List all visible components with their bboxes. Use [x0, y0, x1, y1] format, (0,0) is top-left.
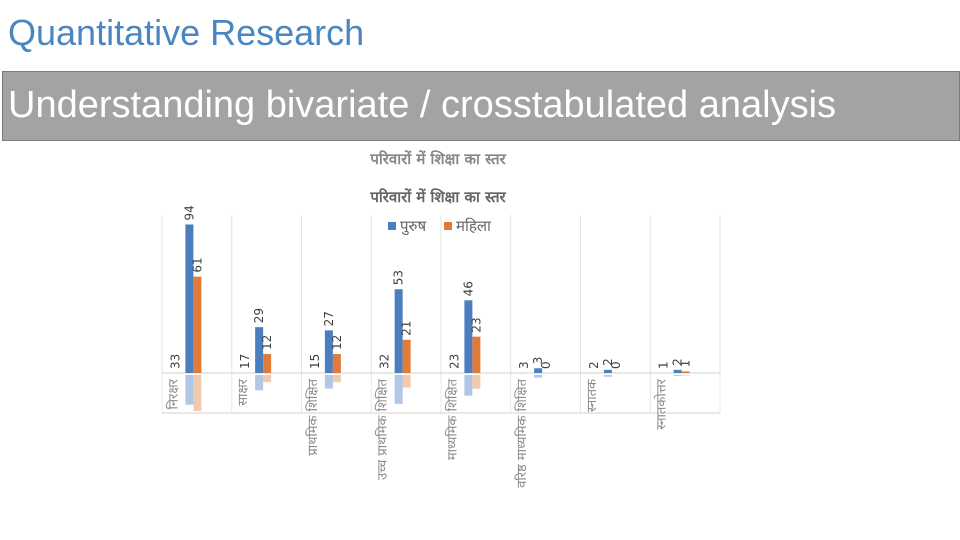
value-label-2-2: 12: [260, 335, 274, 350]
bar-2-1: [193, 276, 202, 373]
reflection-label-4: 32: [378, 354, 392, 369]
reflection-label-5: 23: [447, 354, 461, 369]
reflection-bar-5: [464, 375, 473, 396]
reflection-bar-1: [185, 375, 194, 405]
bar-1-5: [464, 300, 473, 373]
legend-swatch-1: [388, 222, 396, 230]
value-label-1-3: 27: [322, 311, 336, 326]
chart-bars: [185, 224, 690, 374]
category-label-3: प्राथमिक शिक्षित: [305, 378, 321, 455]
reflection-label-6: 3: [517, 361, 531, 369]
bar-2-2: [263, 354, 272, 373]
reflection-label-7: 2: [587, 361, 601, 369]
subtitle-banner: [2, 71, 960, 141]
reflection-bar-4: [394, 375, 403, 404]
value-label-2-5: 23: [469, 317, 483, 332]
bar-2-5: [472, 336, 481, 373]
reflection-bar-3: [324, 375, 333, 389]
reflection-bar-f-8: [681, 375, 690, 376]
category-label-7: स्नातक: [585, 378, 600, 412]
value-label-1-5: 46: [461, 281, 475, 296]
chart-gridlines: [161, 215, 721, 414]
reflection-label-1: 33: [168, 354, 182, 369]
bar-1-7: [603, 369, 612, 373]
reflection-bar-6: [534, 375, 543, 378]
value-label-1-2: 29: [252, 308, 266, 323]
value-label-2-6: 0: [539, 361, 553, 369]
subtitle-text: Understanding bivariate / crosstabulated…: [8, 84, 837, 126]
category-label-8: स्नातकोत्तर: [654, 378, 670, 429]
slide-title: Quantitative Research: [8, 12, 365, 53]
category-label-4: उच्च प्राथमिक शिक्षित: [375, 378, 391, 480]
value-label-2-3: 12: [330, 335, 344, 350]
reflection-bar-f-2: [263, 375, 272, 383]
education-level-chart: परिवारों में शिक्षा का स्तर परिवारों में…: [150, 142, 730, 540]
reflection-bar-f-3: [332, 375, 341, 383]
chart-title-ghost: परिवारों में शिक्षा का स्तर: [369, 150, 506, 168]
reflection-label-3: 15: [308, 354, 322, 369]
reflection-bar-f-4: [402, 375, 411, 388]
bar-1-4: [394, 289, 403, 373]
value-label-2-7: 0: [609, 361, 623, 369]
reflection-bar-8: [673, 375, 682, 376]
legend-label-1: पुरुष: [400, 217, 426, 236]
value-label-1-7: 2: [601, 358, 615, 366]
category-label-1: निरक्षर: [165, 378, 181, 409]
bar-1-3: [324, 330, 333, 373]
legend-swatch-2: [444, 222, 452, 230]
reflection-bar-f-1: [193, 375, 202, 411]
legend-label-2: महिला: [456, 217, 492, 235]
bar-1-2: [255, 327, 264, 373]
bar-1-8: [673, 369, 682, 373]
bar-1-1: [185, 224, 194, 373]
value-label-1-1: 94: [182, 205, 196, 220]
reflection-bar-2: [255, 375, 264, 391]
reflection-label-2: 17: [238, 354, 252, 369]
value-label-1-8: 2: [671, 358, 685, 366]
reflection-bar-f-5: [472, 375, 481, 389]
category-label-2: साक्षर: [236, 378, 251, 405]
category-label-6: वरिष्ठ माध्यमिक शिक्षित: [514, 378, 530, 487]
value-label-2-4: 21: [400, 321, 414, 336]
chart-legend: पुरुष महिला: [388, 217, 492, 236]
bar-2-4: [402, 339, 411, 373]
reflection-label-8: 1: [657, 361, 671, 369]
value-label-1-4: 53: [392, 270, 406, 285]
category-label-5: माध्यमिक शिक्षित: [444, 378, 460, 460]
bar-1-6: [534, 368, 543, 373]
value-label-2-1: 61: [190, 257, 204, 272]
reflection-bar-7: [603, 375, 612, 377]
chart-title: परिवारों में शिक्षा का स्तर: [369, 188, 506, 206]
bar-2-8: [681, 371, 690, 373]
value-label-2-8: 1: [679, 360, 693, 368]
value-label-1-6: 3: [531, 357, 545, 365]
bar-2-3: [332, 354, 341, 373]
